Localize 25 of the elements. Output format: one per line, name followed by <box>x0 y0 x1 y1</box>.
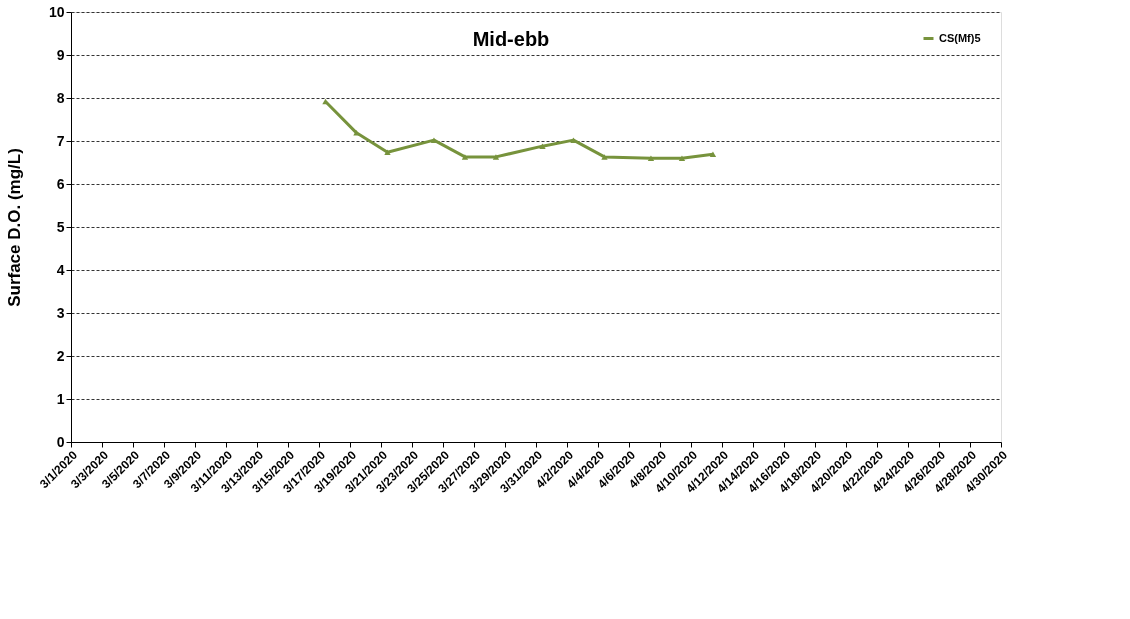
y-tick-label: 4 <box>56 261 65 278</box>
point <box>709 151 717 158</box>
y-tick-label: 9 <box>56 46 65 63</box>
point <box>570 137 577 143</box>
point <box>601 154 608 160</box>
y-axis-title: Surface D.O. (mg/L) <box>4 148 24 307</box>
legend-label: CS(Mf)5 <box>939 31 981 44</box>
y-tick-label: 1 <box>56 390 65 407</box>
point <box>461 154 469 160</box>
point <box>322 98 329 105</box>
y-tick-label: 7 <box>56 132 65 149</box>
point <box>492 154 500 160</box>
y-tick-label: 8 <box>56 89 65 106</box>
point <box>384 149 391 155</box>
point <box>539 143 546 149</box>
text: Mid-ebb <box>472 28 550 50</box>
point <box>678 155 686 161</box>
y-tick-label: 3 <box>56 304 65 321</box>
y-tick-label: 5 <box>56 218 65 235</box>
y-tick-label: 6 <box>56 175 65 192</box>
y-tick-label: 10 <box>48 3 65 20</box>
y-tick-label: 2 <box>56 347 65 364</box>
y-tick-label: 0 <box>56 433 65 450</box>
point <box>647 155 655 161</box>
point <box>353 130 360 136</box>
